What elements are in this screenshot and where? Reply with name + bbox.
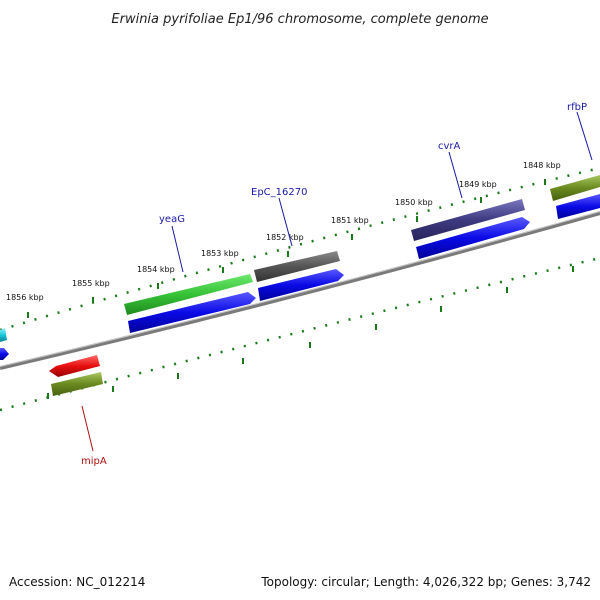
cds-feature[interactable] — [416, 217, 530, 259]
tick-label: 1856 kbp — [6, 293, 44, 302]
genome-backbone — [0, 211, 600, 370]
gene-label-rfbP[interactable]: rfbP — [567, 102, 587, 113]
gene-labels: yeaG EpC_16270 cvrA rfbP mipA — [81, 102, 587, 467]
genome-backbone-highlight — [0, 211, 600, 367]
reverse-features — [49, 355, 103, 396]
inner-major-ticks — [47, 266, 574, 399]
gene-label-yeaG[interactable]: yeaG — [159, 214, 185, 225]
cds-feature[interactable] — [0, 348, 9, 360]
gene-label-cvrA[interactable]: cvrA — [438, 141, 461, 152]
tick-labels: 1856 kbp 1855 kbp 1854 kbp 1853 kbp 1852… — [6, 161, 561, 302]
tick-label: 1851 kbp — [331, 216, 369, 225]
cds-features — [0, 194, 600, 360]
label-leaders — [81, 111, 593, 452]
tick-label: 1854 kbp — [137, 265, 175, 274]
gene-label-mipA[interactable]: mipA — [81, 456, 107, 467]
outer-major-ticks — [27, 179, 546, 318]
topology-text: Topology: circular; Length: 4,026,322 bp… — [261, 575, 591, 589]
gene-feature-mipA[interactable] — [51, 372, 103, 396]
gene-feature-cyan[interactable] — [0, 328, 7, 342]
gene-feature-yeaG[interactable] — [124, 274, 253, 315]
tick-label: 1850 kbp — [395, 198, 433, 207]
tick-label: 1855 kbp — [72, 279, 110, 288]
cds-feature[interactable] — [128, 292, 256, 333]
tick-label: 1848 kbp — [523, 161, 561, 170]
forward-features — [0, 175, 600, 342]
map-title: Erwinia pyrifoliae Ep1/96 chromosome, co… — [111, 12, 488, 27]
tick-label: 1852 kbp — [266, 233, 304, 242]
gene-feature-EpC_16270[interactable] — [254, 251, 340, 282]
gene-feature-mipA-red[interactable] — [49, 355, 100, 377]
gene-label-EpC_16270[interactable]: EpC_16270 — [251, 187, 307, 198]
gene-feature-rfbP[interactable] — [550, 175, 600, 201]
cds-feature[interactable] — [556, 194, 600, 219]
gene-feature-cvrA[interactable] — [411, 199, 525, 241]
tick-label: 1853 kbp — [201, 249, 239, 258]
cds-feature[interactable] — [258, 269, 344, 301]
tick-label: 1849 kbp — [459, 180, 497, 189]
accession-text: Accession: NC_012214 — [9, 575, 146, 589]
